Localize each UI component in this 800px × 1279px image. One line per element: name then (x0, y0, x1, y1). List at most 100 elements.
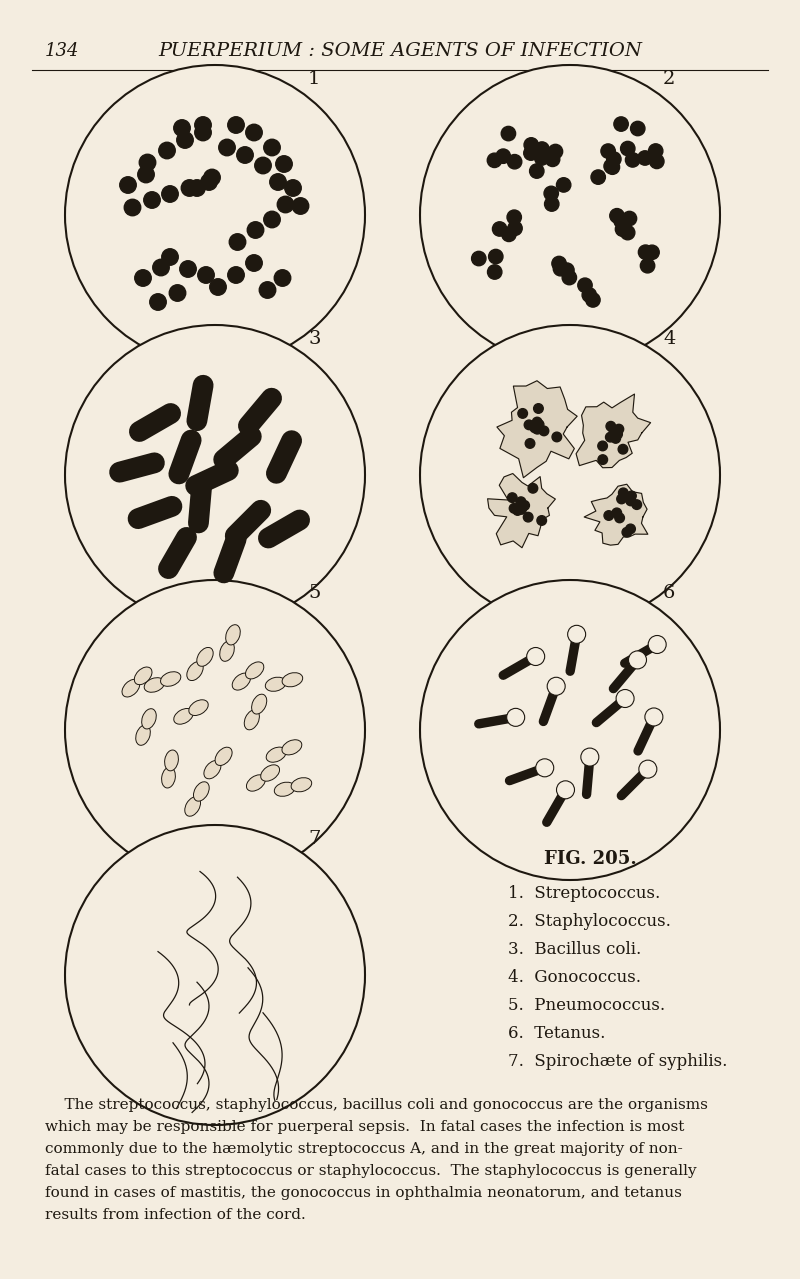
Circle shape (264, 211, 280, 228)
Ellipse shape (122, 679, 140, 697)
Text: 1: 1 (308, 69, 320, 87)
Circle shape (139, 155, 156, 171)
Circle shape (138, 166, 154, 183)
Text: PUERPERIUM : SOME AGENTS OF INFECTION: PUERPERIUM : SOME AGENTS OF INFECTION (158, 42, 642, 60)
Circle shape (144, 192, 160, 208)
Ellipse shape (244, 710, 259, 730)
Polygon shape (487, 473, 555, 547)
Text: 5: 5 (308, 585, 320, 602)
Circle shape (613, 430, 622, 439)
Circle shape (645, 246, 659, 260)
Circle shape (612, 508, 622, 518)
Circle shape (622, 211, 637, 225)
Ellipse shape (204, 761, 221, 779)
Circle shape (198, 267, 214, 283)
Circle shape (639, 760, 657, 778)
Circle shape (544, 187, 558, 201)
Circle shape (228, 267, 244, 283)
Text: 7.  Spirochæte of syphilis.: 7. Spirochæte of syphilis. (508, 1053, 727, 1071)
Circle shape (626, 152, 640, 168)
Circle shape (510, 504, 519, 513)
Circle shape (552, 256, 566, 271)
Ellipse shape (189, 700, 208, 715)
Circle shape (270, 174, 286, 191)
Text: 3.  Bacillus coli.: 3. Bacillus coli. (508, 941, 642, 958)
Circle shape (609, 427, 618, 436)
Circle shape (210, 279, 226, 295)
Circle shape (649, 143, 663, 159)
Text: 2: 2 (663, 69, 675, 87)
Circle shape (420, 579, 720, 880)
Ellipse shape (162, 767, 175, 788)
Circle shape (606, 160, 620, 174)
Circle shape (557, 780, 574, 799)
Ellipse shape (134, 668, 152, 684)
Circle shape (630, 122, 645, 136)
Text: 1.  Streptococcus.: 1. Streptococcus. (508, 885, 660, 902)
Circle shape (554, 261, 568, 276)
Circle shape (534, 142, 549, 156)
Circle shape (534, 420, 544, 430)
Ellipse shape (136, 725, 150, 746)
Circle shape (517, 505, 526, 514)
Circle shape (259, 281, 276, 298)
Circle shape (536, 758, 554, 776)
Circle shape (614, 425, 624, 434)
Circle shape (65, 579, 365, 880)
Circle shape (278, 196, 294, 212)
Circle shape (246, 124, 262, 141)
Circle shape (598, 455, 607, 464)
Circle shape (618, 489, 628, 498)
Circle shape (626, 491, 636, 500)
Circle shape (180, 261, 196, 278)
Circle shape (230, 234, 246, 251)
Circle shape (177, 132, 194, 148)
Circle shape (645, 709, 663, 726)
Circle shape (640, 258, 654, 272)
Ellipse shape (291, 778, 312, 792)
Circle shape (526, 647, 545, 665)
Circle shape (516, 498, 526, 506)
Circle shape (534, 151, 549, 165)
Circle shape (65, 65, 365, 365)
Circle shape (487, 153, 502, 168)
Text: 2.  Staphylococcus.: 2. Staphylococcus. (508, 913, 671, 930)
Ellipse shape (232, 673, 250, 691)
Circle shape (621, 225, 635, 240)
Circle shape (581, 748, 599, 766)
Circle shape (194, 116, 211, 133)
Polygon shape (497, 381, 577, 478)
Circle shape (537, 515, 546, 526)
Circle shape (518, 408, 527, 418)
Circle shape (530, 164, 544, 178)
Ellipse shape (266, 677, 286, 692)
Circle shape (606, 152, 621, 166)
Circle shape (493, 221, 507, 237)
Circle shape (578, 278, 592, 293)
Circle shape (162, 185, 178, 202)
Circle shape (617, 494, 626, 504)
Circle shape (604, 159, 618, 174)
Circle shape (610, 208, 624, 223)
Circle shape (134, 270, 151, 286)
Circle shape (562, 270, 577, 285)
Circle shape (632, 500, 642, 509)
Circle shape (614, 116, 628, 132)
Circle shape (626, 524, 635, 533)
Ellipse shape (261, 765, 279, 781)
Circle shape (247, 221, 264, 238)
Circle shape (218, 139, 235, 156)
Circle shape (530, 423, 539, 432)
Circle shape (170, 285, 186, 302)
Circle shape (532, 417, 542, 427)
Polygon shape (584, 485, 648, 545)
Circle shape (162, 248, 178, 265)
Circle shape (520, 500, 530, 510)
Circle shape (254, 157, 271, 174)
Ellipse shape (142, 709, 156, 729)
Ellipse shape (252, 694, 266, 714)
Circle shape (420, 65, 720, 365)
Circle shape (534, 404, 543, 413)
Text: 3: 3 (308, 330, 321, 348)
Text: found in cases of mastitis, the gonococcus in ophthalmia neonatorum, and tetanus: found in cases of mastitis, the gonococc… (45, 1186, 682, 1200)
